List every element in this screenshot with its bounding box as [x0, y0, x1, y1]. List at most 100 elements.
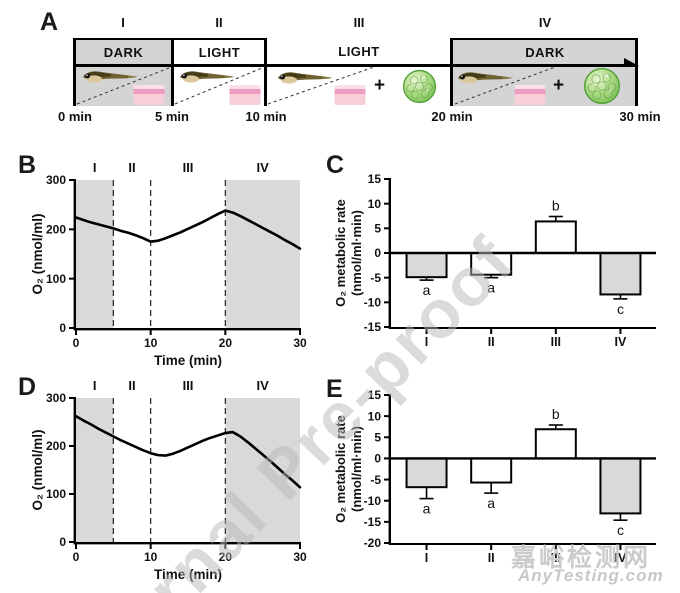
- phase-numeral: IV: [257, 160, 270, 175]
- x-tick-label: 30: [293, 336, 307, 350]
- y-tick-label: -5: [370, 473, 381, 487]
- phase-condition-dark-4: DARK: [452, 38, 638, 64]
- zebrafish-larva-icon: [456, 69, 514, 87]
- y-tick-label: 0: [59, 321, 66, 335]
- phase-condition-light-2: LIGHT: [173, 38, 266, 64]
- panel-a-label: A: [40, 8, 59, 36]
- timeline-arrow-line: [74, 64, 625, 67]
- y-tick-label: 0: [59, 535, 66, 549]
- zebrafish-larva-icon: [81, 68, 139, 86]
- category-label: II: [488, 551, 495, 565]
- x-axis-title: Time (min): [154, 353, 222, 368]
- plus-sign: +: [553, 75, 565, 96]
- y-tick-label: 200: [46, 223, 66, 237]
- oxygen-trace-line: [74, 414, 302, 489]
- petri-dish-icon: [133, 83, 165, 105]
- phase-condition-light-3: LIGHT: [266, 38, 452, 64]
- significance-letter: a: [487, 495, 495, 511]
- y-tick-label: 300: [46, 391, 66, 405]
- bar-I: [405, 457, 448, 489]
- panel-d-label: D: [18, 373, 37, 401]
- y-tick-label: 0: [374, 452, 381, 466]
- phase-numeral-2: II: [215, 15, 223, 30]
- y-axis-title-line1: O₂ metabolic rate: [333, 199, 348, 307]
- y-tick-label: 5: [374, 222, 381, 236]
- y-tick-label: -10: [364, 296, 382, 310]
- algae-sphere-icon: [583, 67, 621, 105]
- y-tick-label: -15: [364, 515, 382, 529]
- x-tick-label: 20: [219, 550, 233, 564]
- dark-phase-shading: [225, 180, 300, 328]
- panel-e-label: E: [326, 375, 343, 403]
- y-tick-label: -10: [364, 494, 382, 508]
- phase-numeral: IV: [257, 378, 270, 393]
- phase-numeral-1: I: [121, 15, 125, 30]
- oxygen-trace-line: [74, 209, 302, 250]
- phase-numeral: I: [93, 378, 97, 393]
- x-tick-label: 30: [293, 550, 307, 564]
- phase-numeral: I: [93, 160, 97, 175]
- y-axis-title-line2: (nmol/ml·min): [349, 426, 364, 512]
- category-label: IV: [615, 335, 627, 349]
- bar-III: [534, 428, 577, 460]
- significance-letter: a: [423, 501, 431, 517]
- y-tick-label: -5: [370, 271, 381, 285]
- x-tick-label: 0: [73, 550, 80, 564]
- significance-letter: c: [617, 301, 624, 317]
- category-label: IV: [615, 551, 627, 565]
- dark-phase-shading: [76, 180, 114, 328]
- y-tick-label: 15: [368, 388, 382, 402]
- bar-IV: [599, 457, 642, 515]
- x-tick-label: 20: [219, 336, 233, 350]
- phase-divider: [450, 38, 453, 106]
- bar-III: [534, 220, 577, 254]
- petri-dish-icon: [334, 83, 366, 105]
- y-tick-label: -20: [364, 536, 382, 550]
- category-label: II: [488, 335, 495, 349]
- panel-c-label: C: [326, 151, 345, 179]
- panel-b-label: B: [18, 151, 37, 179]
- phase-divider: [171, 38, 174, 106]
- zebrafish-larva-icon: [178, 68, 236, 86]
- significance-letter: c: [617, 522, 624, 538]
- phase-numeral: II: [128, 378, 135, 393]
- y-tick-label: 5: [374, 430, 381, 444]
- y-tick-label: -15: [364, 320, 382, 334]
- bar-IV: [599, 252, 642, 296]
- phase-divider: [635, 38, 638, 106]
- plus-sign: +: [374, 75, 386, 96]
- petri-dish-icon: [514, 83, 546, 105]
- phase-numeral-3: III: [353, 15, 365, 30]
- x-tick-label: 10: [144, 550, 158, 564]
- phase-numeral: II: [128, 160, 135, 175]
- algae-sphere-icon: [402, 69, 437, 104]
- category-label: III: [551, 551, 561, 565]
- y-axis-title-line1: O₂ metabolic rate: [333, 415, 348, 523]
- significance-letter: b: [552, 406, 560, 422]
- x-tick-label: 10: [144, 336, 158, 350]
- y-tick-label: 15: [368, 172, 382, 186]
- y-axis-title: O₂ (nmol/ml): [30, 430, 45, 511]
- bar-II: [470, 457, 513, 484]
- x-axis-title: Time (min): [154, 567, 222, 582]
- y-tick-label: 10: [368, 197, 382, 211]
- phase-numeral-4: IV: [538, 15, 552, 30]
- time-label-0: 0 min: [58, 109, 92, 124]
- y-tick-label: 0: [374, 246, 381, 260]
- significance-letter: a: [487, 280, 495, 296]
- y-tick-label: 100: [46, 487, 66, 501]
- time-label-30: 30 min: [619, 109, 661, 124]
- time-label-20: 20 min: [431, 109, 473, 124]
- petri-dish-icon: [229, 83, 261, 105]
- phase-numeral: III: [183, 160, 194, 175]
- y-tick-label: 300: [46, 173, 66, 187]
- bar-II: [470, 252, 513, 276]
- time-label-10: 10 min: [245, 109, 287, 124]
- significance-letter: a: [423, 282, 431, 298]
- phase-divider: [264, 38, 267, 106]
